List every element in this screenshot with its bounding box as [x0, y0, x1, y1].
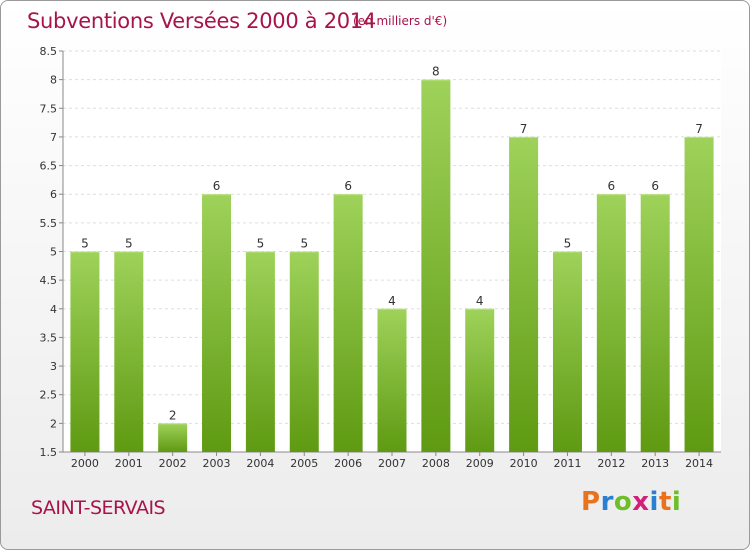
bar [377, 308, 407, 452]
bar-value-label: 6 [344, 179, 352, 193]
x-tick-label: 2002 [159, 457, 187, 470]
y-tick-label: 8.5 [40, 45, 58, 58]
bar-value-label: 8 [432, 65, 440, 79]
logo-letter: o [613, 487, 633, 517]
commune-name: SAINT-SERVAIS [31, 497, 166, 519]
bar [289, 251, 319, 452]
x-tick-label: 2004 [246, 457, 274, 470]
x-tick-label: 2011 [553, 457, 581, 470]
bar [509, 136, 539, 452]
bar [202, 194, 232, 452]
bar [552, 251, 582, 452]
bar-value-label: 6 [213, 179, 221, 193]
x-tick-label: 2010 [510, 457, 538, 470]
bar [70, 251, 100, 452]
bar [465, 308, 495, 452]
x-tick-label: 2012 [597, 457, 625, 470]
logo-letter: x [632, 487, 650, 517]
y-tick-label: 4 [50, 303, 57, 316]
proxiti-logo: Proxiti [581, 487, 681, 517]
y-tick-label: 6.5 [40, 160, 58, 173]
bar-value-label: 5 [125, 237, 133, 251]
x-tick-label: 2005 [290, 457, 318, 470]
bar [640, 194, 670, 452]
x-tick-label: 2006 [334, 457, 362, 470]
bar-value-label: 6 [651, 179, 659, 193]
y-tick-label: 2 [50, 417, 57, 430]
bar [333, 194, 363, 452]
bar-value-label: 5 [300, 237, 308, 251]
bar-value-label: 5 [564, 237, 572, 251]
y-tick-label: 2.5 [40, 389, 58, 402]
logo-letter: r [600, 487, 614, 517]
y-tick-label: 6 [50, 188, 57, 201]
logo-letter: i [671, 487, 682, 517]
x-tick-label: 2000 [71, 457, 99, 470]
chart-subtitle: (en milliers d'€) [353, 14, 448, 28]
y-tick-label: 3 [50, 360, 57, 373]
bar-value-label: 5 [257, 237, 265, 251]
y-tick-label: 1.5 [40, 446, 58, 459]
bar-value-label: 6 [608, 179, 616, 193]
chart-title: Subventions Versées 2000 à 2014 [27, 9, 376, 33]
bar-value-label: 2 [169, 408, 177, 422]
x-tick-label: 2013 [641, 457, 669, 470]
bar [114, 251, 144, 452]
bar [596, 194, 626, 452]
x-tick-label: 2009 [466, 457, 494, 470]
bar [158, 423, 188, 452]
bar-value-label: 4 [388, 294, 396, 308]
y-tick-label: 8 [50, 74, 57, 87]
y-tick-label: 5.5 [40, 217, 58, 230]
x-tick-label: 2008 [422, 457, 450, 470]
bar-value-label: 4 [476, 294, 484, 308]
bar [245, 251, 275, 452]
x-tick-label: 2001 [115, 457, 143, 470]
logo-letter: t [658, 487, 672, 517]
x-tick-label: 2007 [378, 457, 406, 470]
y-tick-label: 5 [50, 246, 57, 259]
bar-value-label: 7 [520, 122, 528, 136]
bar-value-label: 7 [695, 122, 703, 136]
logo-letter: P [581, 487, 601, 517]
bar-value-label: 5 [81, 237, 89, 251]
x-tick-label: 2014 [685, 457, 713, 470]
bar [684, 136, 714, 452]
y-tick-label: 3.5 [40, 331, 58, 344]
y-tick-label: 7.5 [40, 102, 58, 115]
bar [421, 79, 451, 453]
y-tick-label: 4.5 [40, 274, 58, 287]
logo-letter: i [649, 487, 659, 517]
x-tick-label: 2003 [203, 457, 231, 470]
y-tick-label: 7 [50, 131, 57, 144]
